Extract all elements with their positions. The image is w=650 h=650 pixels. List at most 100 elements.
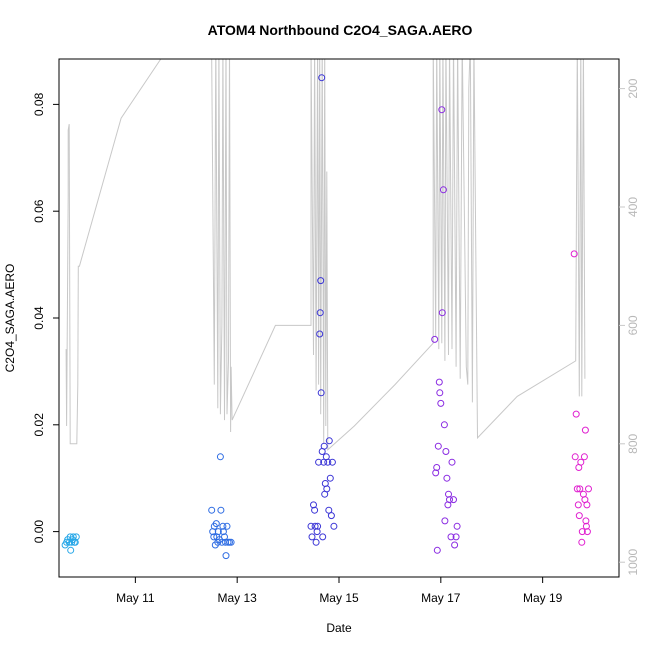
data-point xyxy=(435,378,443,386)
data-point xyxy=(450,496,457,504)
data-point xyxy=(217,506,225,514)
x-tick-label: May 11 xyxy=(116,591,155,605)
y-tick-label: 0.08 xyxy=(32,92,46,116)
y-tick-label: 0.00 xyxy=(32,520,46,544)
x-tick-label: May 19 xyxy=(523,591,563,605)
x-tick-label: May 15 xyxy=(319,591,359,605)
data-point xyxy=(436,389,444,397)
y2-tick-label: 200 xyxy=(626,78,640,98)
data-point xyxy=(310,501,317,509)
data-point xyxy=(307,522,315,530)
data-point xyxy=(443,474,451,482)
y-axis-label: C2O4_SAGA.AERO xyxy=(3,264,17,373)
data-point xyxy=(313,528,321,536)
data-point xyxy=(328,458,336,466)
data-point xyxy=(571,453,579,461)
data-point xyxy=(214,528,222,536)
data-point xyxy=(326,474,334,482)
y2-tick-label: 400 xyxy=(626,197,640,217)
data-point xyxy=(578,528,586,536)
data-point xyxy=(330,522,338,530)
data-point xyxy=(431,335,439,343)
chart-title: ATOM4 Northbound C2O4_SAGA.AERO xyxy=(208,22,473,38)
data-point xyxy=(317,277,325,285)
y2-tick-label: 800 xyxy=(626,433,640,453)
data-point xyxy=(570,250,578,258)
data-point xyxy=(223,522,231,530)
data-point xyxy=(452,533,460,541)
data-point xyxy=(316,309,324,317)
data-point xyxy=(581,426,589,434)
data-point xyxy=(314,522,322,530)
data-point xyxy=(327,512,335,520)
data-point xyxy=(308,533,316,541)
data-point xyxy=(320,458,328,466)
y-tick-label: 0.02 xyxy=(32,413,46,437)
data-point xyxy=(440,421,448,429)
data-point xyxy=(433,546,441,554)
x-tick-label: May 13 xyxy=(218,591,258,605)
data-point xyxy=(67,546,75,554)
data-point xyxy=(574,501,582,509)
data-point xyxy=(210,533,218,541)
data-point xyxy=(446,496,453,504)
data-point xyxy=(442,448,450,455)
y2-tick-label: 600 xyxy=(626,315,640,335)
data-point xyxy=(441,517,449,525)
data-points-layer xyxy=(61,74,592,560)
data-point xyxy=(438,106,446,114)
data-point xyxy=(312,538,320,546)
data-point xyxy=(447,533,455,541)
series-flight-3 xyxy=(307,74,338,546)
data-point xyxy=(323,485,331,493)
data-point xyxy=(439,186,447,194)
y-tick-label: 0.06 xyxy=(32,199,46,223)
data-point xyxy=(438,309,446,317)
data-point xyxy=(583,528,591,536)
data-point xyxy=(325,506,333,514)
data-point xyxy=(320,442,328,450)
pressure-trace-layer xyxy=(65,59,586,451)
data-point xyxy=(433,464,441,471)
data-point xyxy=(573,485,581,493)
data-point xyxy=(583,501,591,509)
series-flight-5 xyxy=(570,250,592,546)
x-axis: May 11 May 13 May 15 May 17 May 19 xyxy=(116,577,563,605)
data-point xyxy=(448,458,456,466)
data-point xyxy=(227,538,235,546)
data-point xyxy=(208,506,216,514)
data-point xyxy=(575,512,583,520)
series-flight-4 xyxy=(431,106,461,554)
data-point xyxy=(453,522,461,530)
data-point xyxy=(319,533,327,541)
x-axis-label: Date xyxy=(326,621,352,635)
plot-frame xyxy=(58,58,620,578)
y-tick-label: 0.04 xyxy=(32,306,46,330)
series-flight-1 xyxy=(61,533,80,554)
data-point xyxy=(451,541,459,549)
data-point xyxy=(316,330,324,338)
series-flight-2 xyxy=(208,453,235,560)
data-point xyxy=(315,458,323,466)
data-point xyxy=(324,458,332,466)
data-point xyxy=(580,453,588,461)
data-point xyxy=(216,453,224,461)
data-point xyxy=(212,520,220,528)
data-point xyxy=(222,552,230,560)
secondary-y-axis: 200 400 600 800 1000 xyxy=(619,78,640,576)
data-point xyxy=(219,528,227,536)
y2-tick-label: 1000 xyxy=(626,549,640,576)
pressure-trace-line xyxy=(65,59,586,451)
data-point xyxy=(434,442,442,450)
data-point xyxy=(577,458,585,466)
data-point xyxy=(437,399,445,407)
data-point xyxy=(325,437,333,445)
x-tick-label: May 17 xyxy=(421,591,461,605)
data-point xyxy=(582,517,590,525)
data-point xyxy=(585,485,592,493)
y-axis: 0.00 0.02 0.04 0.06 0.08 xyxy=(32,92,59,543)
data-point xyxy=(582,522,590,530)
data-point xyxy=(572,410,580,418)
data-point xyxy=(219,522,227,530)
